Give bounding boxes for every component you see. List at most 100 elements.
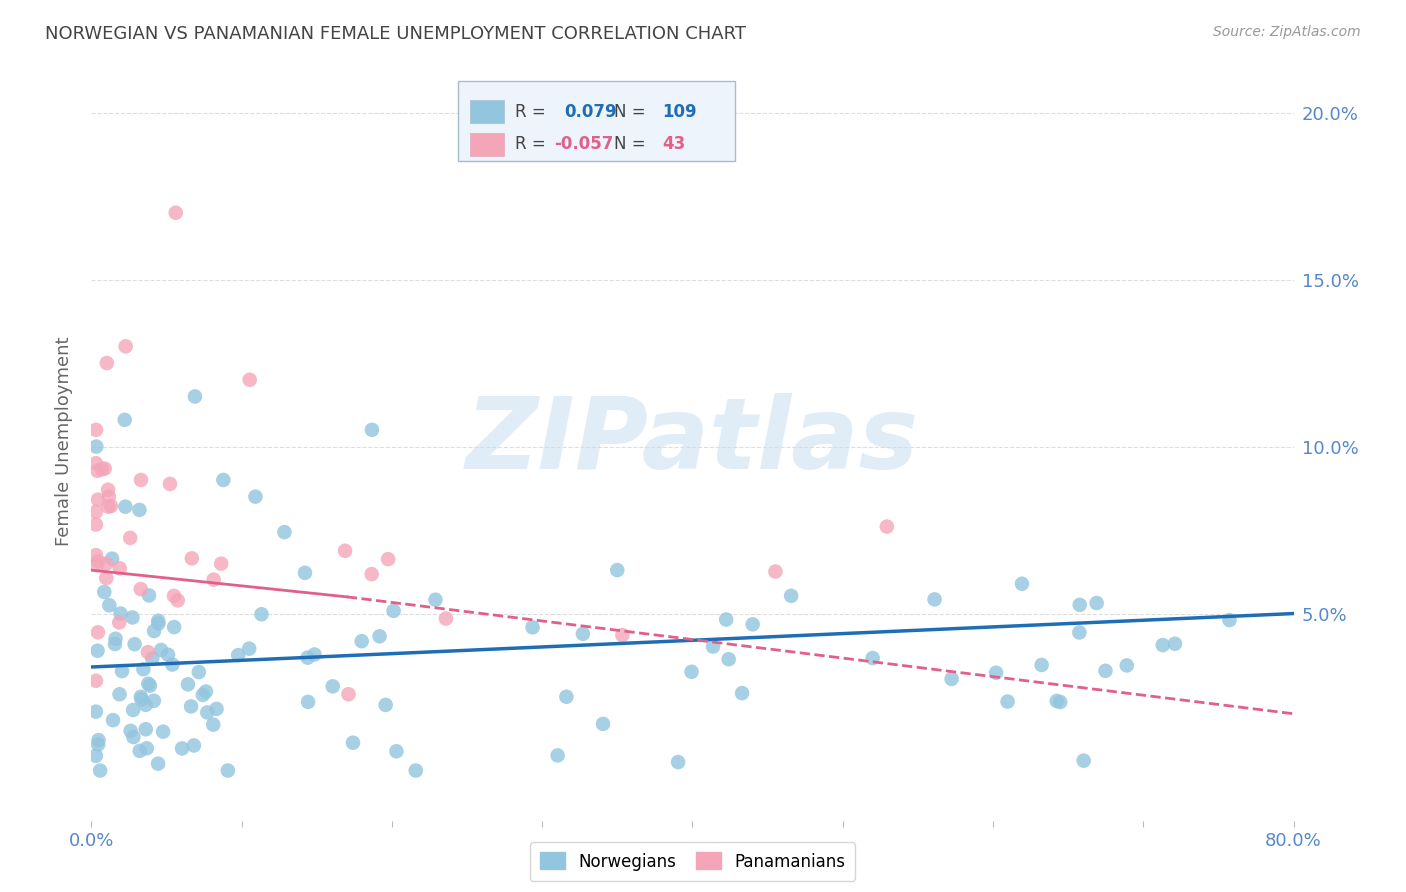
- Point: [717, 652, 740, 666]
- Point: [702, 640, 724, 654]
- Text: ZIPatlas: ZIPatlas: [465, 393, 920, 490]
- Point: [87, 554, 110, 568]
- Point: [129, 473, 152, 487]
- Point: [84, 517, 107, 532]
- Point: [606, 563, 628, 577]
- Point: [1031, 657, 1053, 672]
- Point: [205, 702, 228, 716]
- Point: [114, 413, 136, 427]
- Point: [128, 503, 150, 517]
- Point: [159, 477, 181, 491]
- Point: [592, 717, 614, 731]
- Point: [162, 657, 184, 672]
- Point: [297, 650, 319, 665]
- Point: [129, 582, 152, 596]
- Point: [121, 610, 143, 624]
- Point: [997, 695, 1019, 709]
- Point: [132, 662, 155, 676]
- Point: [104, 637, 127, 651]
- Point: [202, 717, 225, 731]
- Point: [612, 628, 634, 642]
- Point: [177, 677, 200, 691]
- Point: [555, 690, 578, 704]
- Point: [122, 730, 145, 744]
- Point: [100, 499, 122, 513]
- Point: [294, 566, 316, 580]
- Point: [136, 645, 159, 659]
- Point: [377, 552, 399, 566]
- Point: [187, 665, 209, 679]
- Point: [245, 490, 267, 504]
- Point: [250, 607, 273, 622]
- Text: 109: 109: [662, 103, 697, 120]
- Text: N =: N =: [614, 136, 645, 153]
- Point: [172, 741, 194, 756]
- Point: [1011, 576, 1033, 591]
- Point: [382, 604, 405, 618]
- Point: [93, 461, 115, 475]
- Point: [163, 589, 186, 603]
- Point: [350, 634, 373, 648]
- Point: [941, 672, 963, 686]
- Point: [1069, 625, 1091, 640]
- Point: [86, 643, 108, 657]
- Point: [209, 557, 232, 571]
- Point: [129, 690, 152, 704]
- Point: [150, 643, 173, 657]
- Point: [110, 607, 132, 621]
- Point: [374, 698, 396, 712]
- Point: [1049, 695, 1071, 709]
- Point: [714, 613, 737, 627]
- Point: [333, 543, 356, 558]
- Point: [124, 637, 146, 651]
- Point: [1115, 658, 1137, 673]
- Point: [1073, 754, 1095, 768]
- Point: [924, 592, 946, 607]
- Point: [108, 687, 131, 701]
- Point: [1069, 598, 1091, 612]
- Point: [135, 741, 157, 756]
- Point: [138, 589, 160, 603]
- Text: R =: R =: [515, 136, 546, 153]
- Point: [780, 589, 803, 603]
- Point: [195, 706, 218, 720]
- Point: [86, 464, 108, 478]
- Point: [165, 206, 187, 220]
- Point: [361, 423, 384, 437]
- Y-axis label: Female Unemployment: Female Unemployment: [55, 337, 73, 546]
- Point: [84, 456, 107, 470]
- Point: [84, 423, 107, 437]
- Point: [239, 373, 262, 387]
- Point: [97, 490, 120, 504]
- Point: [120, 531, 142, 545]
- Point: [1046, 694, 1069, 708]
- Point: [166, 593, 188, 607]
- Point: [191, 688, 214, 702]
- Text: 0.079: 0.079: [564, 103, 616, 120]
- Point: [87, 733, 110, 747]
- Point: [1085, 596, 1108, 610]
- Point: [765, 565, 787, 579]
- Point: [202, 573, 225, 587]
- Point: [84, 505, 107, 519]
- Point: [322, 679, 344, 693]
- Point: [128, 744, 150, 758]
- Point: [96, 571, 118, 585]
- Point: [84, 748, 107, 763]
- Point: [108, 615, 131, 630]
- Point: [342, 736, 364, 750]
- Point: [114, 339, 136, 353]
- Point: [86, 440, 108, 454]
- Point: [91, 462, 114, 476]
- Point: [101, 713, 124, 727]
- Point: [741, 617, 763, 632]
- Text: R =: R =: [515, 103, 546, 120]
- Point: [273, 525, 295, 540]
- Point: [304, 648, 326, 662]
- Point: [135, 723, 157, 737]
- Point: [434, 611, 457, 625]
- Point: [163, 620, 186, 634]
- Legend: Norwegians, Panamanians: Norwegians, Panamanians: [530, 842, 855, 880]
- Point: [368, 629, 391, 643]
- Point: [183, 739, 205, 753]
